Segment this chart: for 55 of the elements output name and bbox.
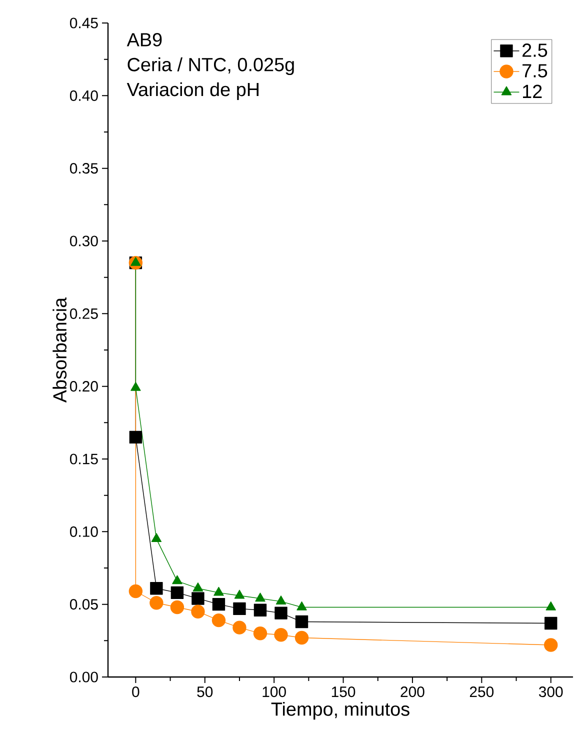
point: [255, 592, 266, 602]
y-tick-label: 0.35: [70, 163, 98, 174]
y-tick-label: 0.40: [70, 90, 98, 101]
point: [274, 606, 288, 620]
y-tick-label: 0.00: [70, 672, 98, 682]
point: [130, 382, 141, 391]
point: [128, 584, 143, 598]
point: [546, 601, 556, 610]
y-tick-label: 0.05: [70, 599, 98, 610]
legend-label: 2.5: [522, 44, 548, 57]
x-tick-label: 100: [262, 686, 286, 698]
point: [192, 582, 204, 592]
point: [296, 601, 307, 610]
point: [274, 628, 288, 642]
point: [172, 575, 182, 584]
point: [295, 615, 308, 628]
point: [214, 586, 224, 596]
point: [544, 616, 558, 630]
y-axis-title: Absorbancia: [52, 297, 67, 403]
point: [232, 620, 246, 634]
y-tick-label: 0.45: [70, 18, 98, 28]
point: [191, 604, 205, 618]
point: [212, 598, 226, 611]
x-tick-label: 0: [132, 686, 140, 698]
point: [170, 600, 184, 614]
point: [294, 630, 309, 645]
point: [151, 533, 162, 542]
point: [544, 638, 558, 652]
y-tick-label: 0.15: [70, 454, 98, 464]
annotation: Ceria / NTC, 0.025g: [128, 57, 294, 76]
x-tick-label: 200: [400, 686, 424, 698]
legend-label: 12: [523, 84, 542, 98]
x-axis-title: Tiempo, minutos: [271, 702, 410, 720]
x-tick-label: 300: [538, 686, 563, 698]
legend-label: 7.5: [522, 64, 548, 78]
point: [234, 590, 245, 599]
point: [150, 582, 163, 595]
point: [233, 602, 246, 616]
y-tick-label: 0.20: [70, 381, 98, 392]
x-tick-label: 150: [332, 686, 356, 698]
point: [212, 613, 226, 628]
point: [253, 626, 268, 640]
point: [150, 596, 164, 610]
annotation: AB9: [126, 33, 162, 46]
point: [170, 586, 184, 600]
x-tick-label: 250: [470, 686, 494, 698]
y-tick-label: 0.25: [70, 308, 98, 319]
point: [129, 430, 142, 444]
annotation: Variacion de pH: [126, 82, 258, 100]
x-tick-label: 50: [197, 686, 213, 698]
point: [276, 596, 286, 605]
y-tick-label: 0.30: [70, 236, 98, 246]
point: [254, 604, 267, 616]
y-tick-label: 0.10: [70, 526, 98, 537]
point: [192, 592, 204, 605]
